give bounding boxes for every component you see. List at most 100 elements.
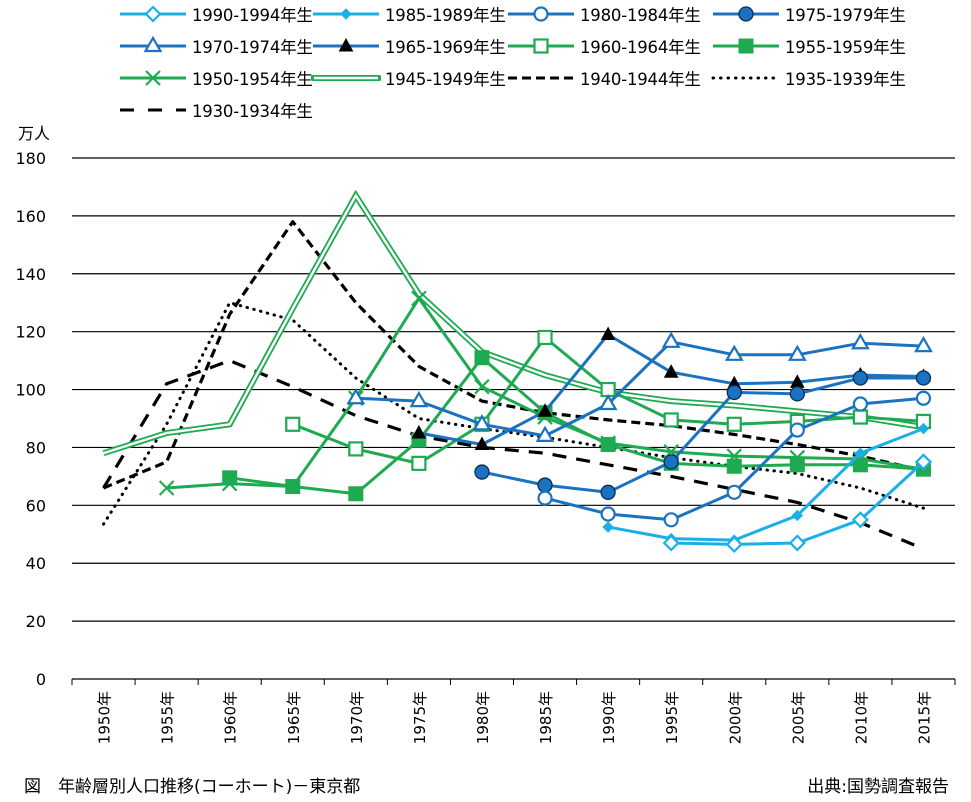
series-line bbox=[481, 376, 924, 494]
legend-label: 1955-1959年生 bbox=[785, 38, 906, 57]
legend-label: 1935-1939年生 bbox=[785, 70, 906, 89]
legend-swatch-group bbox=[313, 8, 379, 20]
legend-label: 1930-1934年生 bbox=[192, 102, 313, 121]
legend-swatch-group bbox=[313, 37, 379, 52]
legend-swatch-group bbox=[713, 38, 779, 54]
legend-label: 1965-1969年生 bbox=[385, 38, 506, 57]
legend-swatch-group bbox=[120, 5, 186, 23]
data-point bbox=[158, 480, 175, 496]
x-tick-label: 1975年 bbox=[411, 691, 429, 744]
legend-swatch-group bbox=[713, 6, 779, 22]
series-line-inner bbox=[103, 193, 924, 455]
legend-label: 1950-1954年生 bbox=[192, 70, 313, 89]
data-point bbox=[472, 414, 492, 431]
data-point bbox=[535, 425, 555, 442]
data-point bbox=[852, 370, 869, 386]
legend-swatch bbox=[120, 35, 186, 53]
data-point bbox=[725, 535, 743, 553]
figure-caption: 図 年齢層別人口推移(コーホート)－東京都 bbox=[24, 777, 361, 797]
x-tick-label: 1985年 bbox=[537, 691, 555, 744]
legend-swatch-group bbox=[120, 70, 186, 86]
legend-marker bbox=[738, 38, 754, 54]
data-point bbox=[474, 464, 490, 480]
data-point bbox=[914, 335, 933, 353]
legend-item: 1970-1974年生 bbox=[118, 35, 313, 57]
legend-swatch bbox=[120, 70, 186, 86]
legend-swatch bbox=[508, 76, 574, 80]
legend-label: 1975-1979年生 bbox=[785, 6, 906, 25]
legend-item: 1965-1969年生 bbox=[311, 35, 506, 57]
data-point bbox=[787, 344, 807, 361]
data-point bbox=[600, 506, 616, 522]
data-point bbox=[791, 509, 804, 522]
source-note: 出典:国勢調査報告 bbox=[807, 777, 949, 797]
data-point bbox=[852, 409, 868, 425]
legend-swatch bbox=[713, 6, 779, 22]
x-tick-label: 1955年 bbox=[159, 691, 177, 744]
x-tick-label: 2000年 bbox=[726, 691, 744, 744]
legend-swatch bbox=[508, 38, 574, 54]
series-line bbox=[102, 220, 924, 490]
data-point bbox=[917, 422, 930, 435]
legend-label: 1960-1964年生 bbox=[580, 38, 701, 57]
legend-label: 1980-1984年生 bbox=[580, 6, 701, 25]
y-tick-label: 0 bbox=[36, 670, 46, 689]
data-point bbox=[411, 455, 427, 471]
data-point bbox=[914, 453, 933, 471]
legend-marker bbox=[533, 38, 549, 54]
legend-item: 1950-1954年生 bbox=[118, 67, 313, 89]
y-tick-label: 180 bbox=[15, 149, 46, 168]
series-line bbox=[355, 340, 924, 438]
data-point bbox=[854, 447, 867, 459]
data-point bbox=[663, 364, 679, 378]
legend-swatch bbox=[313, 37, 379, 52]
data-point bbox=[285, 479, 301, 495]
legend-marker bbox=[738, 6, 754, 22]
y-tick-label: 140 bbox=[15, 265, 46, 284]
series-1980-1984年生 bbox=[537, 390, 932, 528]
series-line bbox=[607, 427, 925, 542]
data-point bbox=[411, 424, 427, 439]
x-tick-label: 1995年 bbox=[663, 691, 681, 744]
x-tick-label: 2010年 bbox=[852, 691, 870, 744]
data-point bbox=[602, 521, 614, 533]
y-tick-label: 60 bbox=[26, 496, 46, 515]
y-axis-unit-label: 万人 bbox=[18, 124, 51, 143]
data-point bbox=[598, 393, 618, 411]
legend-swatch bbox=[120, 5, 186, 23]
y-tick-label: 120 bbox=[15, 323, 46, 342]
legend-marker bbox=[338, 37, 354, 52]
legend-item: 1940-1944年生 bbox=[506, 67, 701, 89]
legend-item: 1935-1939年生 bbox=[711, 67, 906, 89]
data-point bbox=[474, 350, 490, 366]
legend-item: 1960-1964年生 bbox=[506, 35, 701, 57]
data-point bbox=[789, 457, 805, 473]
data-point bbox=[788, 534, 806, 552]
legend-swatch bbox=[313, 8, 379, 20]
series-1975-1979年生 bbox=[474, 370, 932, 500]
x-tick-label: 2005年 bbox=[789, 691, 807, 744]
data-point bbox=[663, 512, 679, 528]
data-point bbox=[600, 326, 616, 341]
data-point bbox=[724, 344, 744, 361]
data-point bbox=[915, 370, 932, 386]
legend-item: 1990-1994年生 bbox=[118, 3, 313, 25]
series-1945-1949年生 bbox=[102, 189, 924, 457]
legend-swatch-group bbox=[508, 6, 574, 22]
series-1930-1934年生 bbox=[102, 359, 925, 551]
legend-swatch bbox=[508, 6, 574, 22]
series-1940-1944年生 bbox=[102, 220, 924, 490]
data-point bbox=[348, 441, 364, 457]
legend-item: 1975-1979年生 bbox=[711, 3, 906, 25]
data-point bbox=[537, 477, 553, 493]
series-line bbox=[102, 359, 925, 551]
legend-marker bbox=[533, 6, 549, 22]
data-point bbox=[663, 454, 679, 470]
data-point bbox=[537, 329, 553, 346]
series-1970-1974年生 bbox=[346, 331, 933, 442]
data-point bbox=[474, 436, 490, 451]
legend-label: 1985-1989年生 bbox=[385, 6, 506, 25]
y-tick-label: 100 bbox=[15, 381, 46, 400]
legend-swatch bbox=[713, 38, 779, 54]
